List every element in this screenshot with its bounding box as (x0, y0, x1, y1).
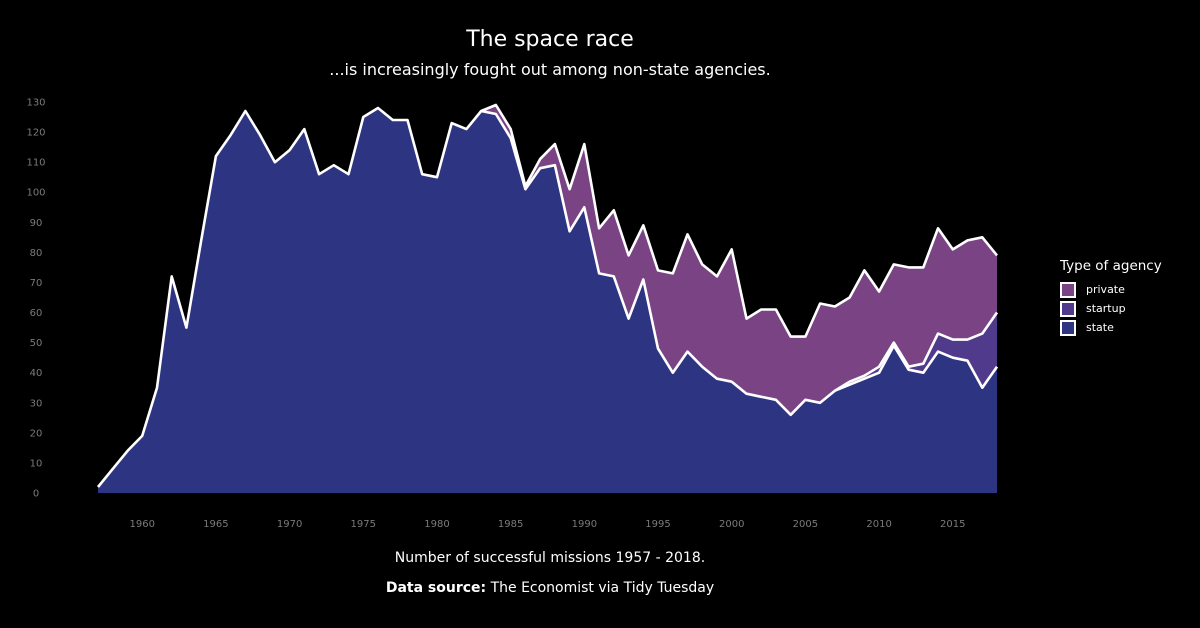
y-tick-label: 120 (26, 128, 45, 139)
x-tick-label: 1965 (203, 519, 228, 530)
legend-swatch (1060, 281, 1076, 298)
data-source-text: The Economist via Tidy Tuesday (486, 580, 715, 596)
legend-swatch (1060, 300, 1076, 317)
x-axis: 1960 1965 1970 1975 1980 1985 1990 1995 2000 2005… (129, 519, 965, 530)
x-tick-label: 2015 (940, 519, 965, 530)
data-source: Data source: The Economist via Tidy Tues… (0, 580, 1100, 596)
x-tick-label: 1985 (498, 519, 523, 530)
y-tick-label: 0 (33, 489, 39, 500)
outline-private (480, 103, 999, 338)
x-tick-label: 1970 (277, 519, 302, 530)
legend-label: private (1086, 283, 1125, 296)
x-tick-label: 2000 (719, 519, 744, 530)
y-tick-label: 20 (30, 428, 43, 439)
area-state (98, 108, 997, 493)
chart-title: The space race (466, 27, 634, 52)
y-tick-label: 50 (30, 338, 43, 349)
area-private (98, 105, 997, 487)
x-tick-label: 1975 (351, 519, 376, 530)
x-tick-label: 2010 (866, 519, 891, 530)
y-tick-label: 80 (30, 248, 43, 259)
y-tick-label: 90 (30, 218, 43, 229)
legend-item-private: private (1060, 280, 1162, 299)
chart-subtitle: ...is increasingly fought out among non-… (329, 60, 771, 79)
y-tick-label: 60 (30, 308, 43, 319)
x-tick-label: 1980 (424, 519, 449, 530)
outline-state (96, 106, 999, 488)
series-outlines (96, 103, 999, 488)
y-tick-label: 70 (30, 278, 43, 289)
outline-startup (834, 311, 999, 392)
y-tick-label: 40 (30, 368, 43, 379)
legend-title: Type of agency (1060, 258, 1162, 274)
legend-swatch (1060, 319, 1076, 336)
x-tick-label: 1960 (129, 519, 154, 530)
area-chart: 0 10 20 30 40 50 60 70 80 90 100 110 120 130 1960 1965… (26, 98, 999, 530)
legend: Type of agency private startup state (1060, 258, 1162, 337)
y-tick-label: 110 (26, 158, 45, 169)
series-areas (98, 105, 997, 493)
legend-item-startup: startup (1060, 299, 1162, 318)
legend-label: startup (1086, 302, 1126, 315)
legend-label: state (1086, 321, 1114, 334)
x-tick-label: 1990 (572, 519, 597, 530)
legend-items: private startup state (1060, 280, 1162, 337)
x-tick-label: 2005 (793, 519, 818, 530)
y-tick-label: 100 (26, 188, 45, 199)
x-tick-label: 1995 (645, 519, 670, 530)
y-tick-label: 10 (30, 458, 43, 469)
y-axis: 0 10 20 30 40 50 60 70 80 90 100 110 120 130 (26, 98, 45, 500)
y-tick-label: 130 (26, 98, 45, 109)
chart-caption: Number of successful missions 1957 - 201… (394, 550, 706, 566)
y-tick-label: 30 (30, 398, 43, 409)
legend-item-state: state (1060, 318, 1162, 337)
data-source-label: Data source: (385, 580, 487, 596)
